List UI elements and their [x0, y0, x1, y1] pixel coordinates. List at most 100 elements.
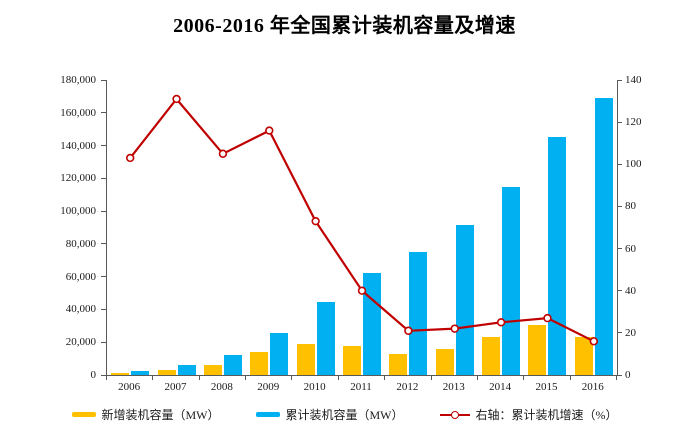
- y-axis-right-tick: [617, 79, 622, 81]
- bar-2006-series1: [131, 370, 150, 375]
- y-axis-left-label: 120,000: [60, 172, 96, 185]
- legend-swatch-growth-marker-icon: [450, 410, 459, 419]
- y-axis-left-tick: [101, 177, 106, 179]
- x-axis-tick: [106, 376, 107, 380]
- y-axis-left-tick: [101, 145, 106, 147]
- y-axis-left-tick: [101, 112, 106, 114]
- bar-2011-series1: [363, 272, 381, 375]
- growth-line-marker-icon: [218, 149, 228, 158]
- bar-2016-series1: [594, 98, 613, 375]
- x-axis-category-label: 2013: [442, 381, 465, 393]
- x-axis-tick: [384, 376, 386, 380]
- x-axis-tick: [198, 376, 200, 380]
- x-axis-tick: [245, 376, 247, 380]
- bar-2009-series0: [250, 352, 269, 375]
- legend-swatch-growth-line-icon: [439, 410, 470, 419]
- x-axis-tick: [523, 376, 525, 380]
- legend: 新增装机容量（MW） 累计装机容量（MW） 右轴：累计装机增速（%）: [0, 406, 689, 423]
- bar-2010-series1: [316, 301, 335, 375]
- x-axis-category-label: 2008: [210, 381, 233, 393]
- growth-line-marker-icon: [589, 337, 599, 346]
- bar-2014-series0: [482, 336, 501, 375]
- x-axis-tick: [616, 376, 617, 380]
- y-axis-right-label: 80: [625, 200, 636, 213]
- y-axis-right-tick: [617, 248, 622, 250]
- y-axis-right-label: 20: [625, 326, 636, 339]
- chart-title: 2006-2016 年全国累计装机容量及增速: [173, 15, 516, 37]
- growth-rate-line: [125, 94, 599, 346]
- bar-2013-series0: [435, 348, 454, 375]
- y-axis-right-label: 100: [625, 158, 642, 171]
- legend-item-new-capacity: 新增装机容量（MW）: [71, 406, 220, 423]
- growth-line-marker-icon: [543, 313, 552, 323]
- y-axis-left-tick: [101, 374, 106, 376]
- y-axis-left-label: 40,000: [65, 303, 96, 316]
- bar-2011-series0: [343, 346, 361, 375]
- bar-2008-series1: [223, 355, 242, 375]
- growth-line-marker-icon: [172, 94, 181, 104]
- plot-area: [106, 80, 618, 376]
- y-axis-right-tick: [617, 205, 622, 207]
- x-axis-category-label: 2016: [581, 381, 604, 393]
- x-axis-tick: [337, 376, 339, 380]
- y-axis-left-label: 160,000: [60, 106, 96, 119]
- y-axis-right-tick: [617, 374, 622, 376]
- growth-line-marker-icon: [496, 318, 506, 327]
- y-axis-left-tick: [101, 308, 106, 310]
- x-axis-tick: [430, 376, 432, 380]
- y-axis-right-label: 140: [625, 74, 642, 86]
- y-axis-right-label: 120: [625, 116, 642, 129]
- x-axis-category-label: 2011: [350, 381, 372, 393]
- bar-2010-series0: [296, 343, 315, 375]
- bar-2012-series0: [389, 353, 408, 375]
- y-axis-left-tick: [101, 276, 106, 278]
- growth-line-marker-icon: [357, 286, 367, 295]
- y-axis-right-tick: [617, 332, 622, 334]
- legend-swatch-new-capacity-icon: [71, 412, 96, 417]
- y-axis-left-label: 180,000: [60, 74, 96, 86]
- bar-2007-series1: [177, 365, 196, 375]
- x-axis-tick: [476, 376, 478, 380]
- x-axis-category-label: 2010: [303, 381, 326, 393]
- x-axis-tick: [152, 376, 154, 380]
- bar-2016-series0: [574, 336, 593, 375]
- bar-2009-series1: [270, 332, 289, 375]
- bar-2008-series0: [203, 364, 222, 375]
- y-axis-left-tick: [101, 210, 106, 212]
- growth-line-marker-icon: [265, 126, 274, 135]
- y-axis-left-tick: [101, 79, 106, 81]
- bar-2015-series0: [528, 324, 547, 375]
- y-axis-right-label: 60: [625, 242, 636, 255]
- growth-line-marker-icon: [125, 153, 135, 163]
- growth-line-marker-icon: [404, 326, 413, 335]
- y-axis-right-label: 0: [625, 369, 631, 381]
- y-axis-right-tick: [617, 163, 622, 165]
- y-axis-left-label: 100,000: [60, 205, 96, 218]
- growth-line-marker-icon: [450, 324, 459, 333]
- y-axis-right-label: 40: [625, 284, 636, 297]
- x-axis-category-label: 2006: [118, 381, 141, 393]
- y-axis-right-tick: [617, 121, 622, 123]
- x-axis-tick: [569, 376, 571, 380]
- bar-2014-series1: [502, 187, 521, 375]
- x-axis-category-label: 2007: [164, 381, 187, 393]
- bar-2013-series1: [455, 225, 474, 375]
- x-axis-category-label: 2015: [535, 381, 558, 393]
- y-axis-left-label: 80,000: [65, 237, 96, 250]
- legend-label-new-capacity: 新增装机容量（MW）: [101, 408, 220, 422]
- x-axis-category-label: 2012: [396, 381, 419, 393]
- y-axis-left-label: 20,000: [65, 336, 96, 349]
- legend-item-cumulative-capacity: 累计装机容量（MW）: [255, 406, 404, 423]
- y-axis-left-tick: [101, 243, 106, 245]
- y-axis-left-label: 60,000: [65, 270, 96, 283]
- bar-2007-series0: [157, 369, 176, 375]
- y-axis-right-tick: [617, 290, 622, 292]
- y-axis-left-label: 140,000: [60, 139, 96, 152]
- legend-label-growth-rate: 右轴：累计装机增速（%）: [475, 408, 618, 422]
- y-axis-left-tick: [101, 341, 106, 343]
- x-axis-category-label: 2009: [257, 381, 280, 393]
- growth-line-marker-icon: [311, 216, 320, 226]
- x-axis-tick: [291, 376, 293, 380]
- bar-2015-series1: [548, 136, 567, 375]
